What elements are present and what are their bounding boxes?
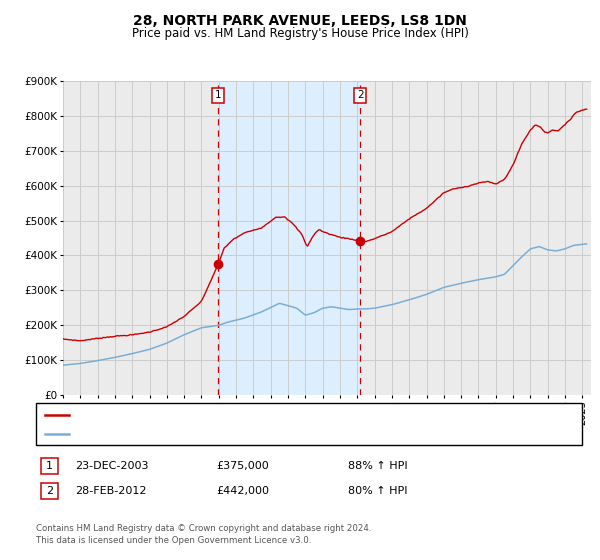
Text: 88% ↑ HPI: 88% ↑ HPI <box>348 461 407 471</box>
Text: HPI: Average price, detached house, Leeds: HPI: Average price, detached house, Leed… <box>73 430 296 439</box>
Text: Contains HM Land Registry data © Crown copyright and database right 2024.
This d: Contains HM Land Registry data © Crown c… <box>36 524 371 545</box>
Text: 28-FEB-2012: 28-FEB-2012 <box>75 486 146 496</box>
Text: 2: 2 <box>46 486 53 496</box>
Text: 23-DEC-2003: 23-DEC-2003 <box>75 461 149 471</box>
Text: 1: 1 <box>46 461 53 471</box>
Text: 1: 1 <box>215 90 221 100</box>
Text: Price paid vs. HM Land Registry's House Price Index (HPI): Price paid vs. HM Land Registry's House … <box>131 27 469 40</box>
Bar <box>218 81 360 395</box>
Text: 28, NORTH PARK AVENUE, LEEDS, LS8 1DN: 28, NORTH PARK AVENUE, LEEDS, LS8 1DN <box>133 14 467 28</box>
Text: 80% ↑ HPI: 80% ↑ HPI <box>348 486 407 496</box>
Text: 28, NORTH PARK AVENUE, LEEDS, LS8 1DN (detached house): 28, NORTH PARK AVENUE, LEEDS, LS8 1DN (d… <box>73 410 391 420</box>
Text: £442,000: £442,000 <box>216 486 269 496</box>
Text: 2: 2 <box>357 90 364 100</box>
Text: £375,000: £375,000 <box>216 461 269 471</box>
